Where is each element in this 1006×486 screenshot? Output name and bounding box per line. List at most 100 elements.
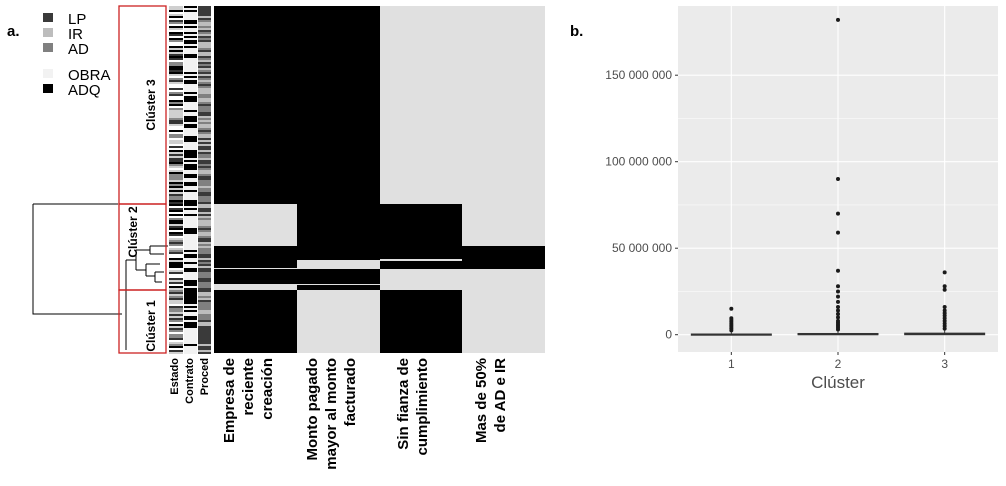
cluster-3-box: [118, 5, 167, 205]
proced-stripe: [198, 72, 211, 74]
estado-stripe: [169, 174, 183, 176]
proced-stripe: [198, 18, 211, 20]
outlier-point: [942, 287, 947, 292]
column-label-monto-line3: facturado: [342, 358, 359, 426]
estado-stripe: [169, 76, 183, 78]
proced-stripe: [198, 40, 211, 42]
estado-stripe: [169, 296, 183, 298]
contrato-stripe: [184, 284, 197, 286]
outlier-point: [836, 311, 840, 316]
proced-stripe: [198, 160, 211, 162]
contrato-stripe: [184, 276, 197, 278]
estado-stripe: [169, 116, 183, 118]
proced-stripe: [198, 264, 211, 266]
x-tick-label: 2: [835, 357, 842, 371]
contrato-stripe: [184, 282, 197, 284]
y-tick-label: 150 000 000: [605, 68, 672, 82]
contrato-stripe: [184, 44, 197, 46]
contrato-stripe: [184, 92, 197, 94]
contrato-stripe: [184, 190, 197, 192]
proced-stripe: [198, 206, 211, 208]
legend-swatch-obra: [43, 69, 53, 78]
proced-stripe: [198, 152, 211, 154]
contrato-stripe: [184, 100, 197, 102]
contrato-stripe: [184, 118, 197, 120]
estado-stripe: [169, 248, 183, 250]
contrato-stripe: [184, 286, 197, 288]
annotation-label-proced: Proced: [199, 358, 211, 395]
estado-stripe: [169, 62, 183, 64]
proced-stripe: [198, 208, 211, 210]
panel-b-boxplot: b. 0 50 000 000 100 000 000 150 000 000 1 2 3…: [570, 6, 998, 392]
estado-stripe: [169, 42, 183, 44]
outlier-point: [729, 306, 734, 311]
proced-stripe: [198, 94, 211, 96]
contrato-stripe: [184, 164, 197, 166]
estado-stripe: [169, 138, 183, 140]
contrato-stripe: [184, 346, 197, 348]
estado-stripe: [169, 200, 183, 202]
contrato-stripe: [184, 40, 197, 42]
proced-stripe: [198, 324, 211, 326]
contrato-stripe: [184, 340, 197, 342]
contrato-stripe: [184, 324, 197, 326]
contrato-stripe: [184, 266, 197, 268]
proced-stripe: [198, 318, 211, 320]
estado-stripe: [169, 158, 183, 160]
contrato-stripe: [184, 256, 197, 258]
estado-stripe: [169, 342, 183, 344]
contrato-stripe: [184, 98, 197, 100]
proced-stripe: [198, 184, 211, 186]
proced-stripe: [198, 96, 211, 98]
legend-swatch-ad: [43, 43, 53, 52]
contrato-stripe: [184, 26, 197, 28]
estado-stripe: [169, 64, 183, 66]
legend-label-ad: AD: [68, 41, 89, 58]
estado-stripe: [169, 162, 183, 164]
outlier-point: [942, 305, 947, 310]
proced-stripe: [198, 234, 211, 236]
outlier-point: [836, 211, 840, 216]
proced-stripe: [198, 216, 211, 218]
legend: LP IR AD OBRA ADQ: [43, 11, 111, 99]
contrato-stripe: [184, 304, 197, 306]
estado-stripe: [169, 28, 183, 30]
contrato-stripe: [184, 14, 197, 16]
proced-stripe: [198, 312, 211, 314]
contrato-stripe: [184, 270, 197, 272]
proced-stripe: [198, 102, 211, 104]
estado-stripe: [169, 72, 183, 74]
proced-stripe: [198, 250, 211, 252]
contrato-stripe: [184, 230, 197, 232]
contrato-stripe: [184, 246, 197, 248]
proced-stripe: [198, 336, 211, 338]
heatmap-cell: [214, 260, 297, 268]
proced-stripe: [198, 214, 211, 216]
contrato-stripe: [184, 294, 197, 296]
proced-stripe: [198, 122, 211, 124]
heatmap-cell: [297, 285, 380, 290]
proced-stripe: [198, 30, 211, 32]
proced-stripe: [198, 296, 211, 298]
proced-stripe: [198, 68, 211, 70]
estado-stripe: [169, 340, 183, 342]
estado-stripe: [169, 154, 183, 156]
proced-stripe: [198, 120, 211, 122]
legend-swatch-ir: [43, 28, 53, 37]
column-label-ad-ir-line1: Mas de 50%: [473, 358, 490, 443]
contrato-stripe: [184, 108, 197, 110]
contrato-stripe: [184, 86, 197, 88]
contrato-stripe: [184, 114, 197, 116]
y-tick-label: 0: [665, 328, 672, 342]
contrato-stripe: [184, 314, 197, 316]
contrato-stripe: [184, 310, 197, 312]
annotation-stripes: [169, 6, 211, 354]
panel-b-label: b.: [570, 23, 583, 40]
proced-stripe: [198, 190, 211, 192]
column-label-empresa-line1: Empresa de: [221, 358, 238, 443]
contrato-stripe: [184, 126, 197, 128]
legend-swatch-lp: [43, 13, 53, 22]
column-label-ad-ir-line2: de AD e IR: [492, 358, 509, 433]
y-tick-label: 100 000 000: [605, 155, 672, 169]
contrato-stripe: [184, 158, 197, 160]
